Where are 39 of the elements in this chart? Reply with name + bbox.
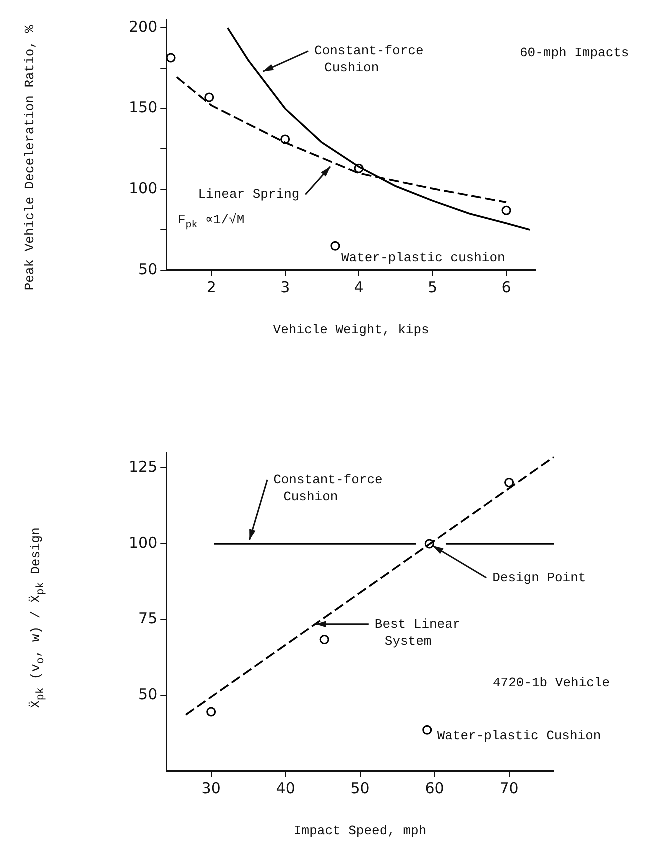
y-tick-label: 50 <box>138 685 158 704</box>
x-tick-label: 6 <box>502 278 512 296</box>
annotation: Water-plastic cushion <box>341 250 506 266</box>
y-tick-label: 200 <box>128 18 158 36</box>
x-tick-label: 2 <box>206 278 216 296</box>
annotation: Constant-force Cushion <box>314 44 424 76</box>
y-tick-label: 50 <box>138 260 158 278</box>
y-tick-label: 100 <box>128 534 158 552</box>
y-tick-label: 125 <box>128 458 158 476</box>
annotation: Constant-force Cushion <box>274 472 383 504</box>
x-axis-title: Vehicle Weight, kips <box>273 322 430 338</box>
point <box>166 53 176 63</box>
x-tick-label: 70 <box>500 779 519 798</box>
annotation: 4720-1b Vehicle <box>493 675 610 690</box>
y-axis-title: Peak Vehicle Deceleration Ratio, % <box>22 25 38 291</box>
x-axis-title: Impact Speed, mph <box>294 824 427 839</box>
annotation: Water-plastic Cushion <box>437 728 602 744</box>
point <box>504 478 514 488</box>
point <box>502 206 512 216</box>
annotation: Design Point <box>492 570 586 586</box>
annotation: Best Linear System <box>374 616 461 649</box>
point <box>280 134 290 144</box>
point <box>206 707 216 717</box>
y-tick-label: 150 <box>128 98 158 117</box>
x-tick-label: 4 <box>354 278 364 296</box>
x-tick-label: 40 <box>276 779 296 798</box>
x-tick-label: 5 <box>428 278 438 296</box>
annotation: 60-mph Impacts <box>520 45 630 60</box>
annotation: Linear Spring <box>198 187 300 202</box>
point <box>204 92 214 102</box>
x-tick-label: 30 <box>202 779 221 798</box>
x-tick-label: 50 <box>350 779 370 798</box>
point <box>422 725 432 735</box>
x-tick-label: 3 <box>280 278 290 296</box>
point <box>320 635 330 645</box>
y-tick-label: 75 <box>138 610 158 628</box>
x-tick-label: 60 <box>425 779 444 798</box>
point <box>330 241 340 251</box>
y-tick-label: 100 <box>128 180 158 198</box>
